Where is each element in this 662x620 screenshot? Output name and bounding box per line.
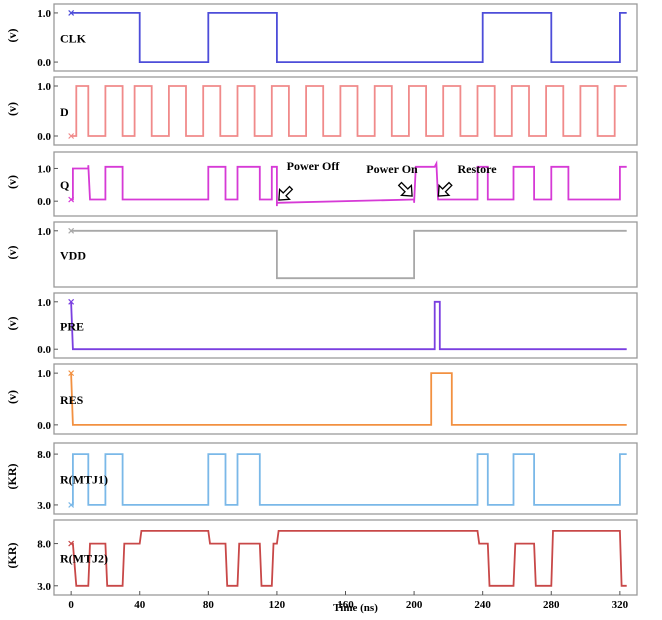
panel-pre: 1.0 0.0 (v) PRE — [5, 292, 638, 359]
start-marker — [68, 10, 75, 16]
y-unit-label: (v) — [5, 246, 19, 260]
x-tick-label: 120 — [269, 599, 286, 611]
y-tick-label: 0.0 — [37, 131, 51, 143]
annotation-restore: Restore — [457, 162, 497, 176]
y-unit-label: (v) — [5, 317, 19, 331]
waveform-q-segment-3 — [413, 160, 627, 203]
y-tick-label: 1.0 — [37, 226, 51, 238]
x-tick-label: 240 — [474, 599, 491, 611]
start-marker — [68, 298, 75, 305]
start-marker — [68, 227, 75, 234]
x-tick-label: 40 — [134, 599, 146, 611]
panel-frame-r-mtj2 — [53, 519, 638, 596]
waveform-d — [71, 85, 627, 137]
annotation-power-off: Power Off — [287, 159, 341, 173]
x-axis-label: Time (ns) — [333, 602, 378, 614]
x-tick-label: 320 — [612, 599, 629, 611]
signal-name-label: VDD — [60, 249, 86, 263]
x-tick-label: 280 — [543, 599, 560, 611]
waveform-vdd — [71, 229, 627, 280]
waveform-pre — [70, 300, 627, 351]
y-tick-label: 1.0 — [37, 297, 51, 309]
y-tick-label: 1.0 — [37, 8, 51, 20]
y-unit-label: (KR) — [5, 543, 19, 569]
waveform-r-mtj2 — [71, 530, 627, 587]
panel-frame-d — [53, 76, 638, 146]
panel-frame-clk — [53, 3, 638, 72]
y-tick-label: 0.0 — [37, 344, 51, 356]
y-tick-label: 1.0 — [37, 368, 51, 380]
waveform-r-mtj1 — [71, 453, 627, 506]
y-tick-label: 3.0 — [37, 581, 51, 593]
waveform-clk — [71, 11, 627, 63]
panel-clk: 1.0 0.0 (v) CLK — [5, 3, 638, 72]
annotation-power-on: Power On — [366, 162, 418, 176]
signal-name-label: CLK — [60, 32, 87, 46]
y-unit-label: (v) — [5, 175, 19, 189]
annotation-arrow-power-on — [397, 181, 413, 197]
x-tick-label: 0 — [68, 599, 74, 611]
signal-name-label: Q — [60, 178, 69, 192]
y-tick-label: 0.0 — [37, 196, 51, 208]
panel-frame-q — [53, 151, 638, 217]
panel-frame-res — [53, 363, 638, 435]
panel-r-mtj2: 8.0 3.0 (KR) R(MTJ2) — [5, 519, 638, 596]
panel-res: 1.0 0.0 (v) RES — [5, 363, 638, 435]
start-marker — [68, 133, 75, 139]
start-marker — [68, 196, 75, 203]
signal-name-label: RES — [60, 393, 84, 407]
x-tick-label: 80 — [203, 599, 215, 611]
signal-name-label: PRE — [60, 320, 84, 334]
panel-frame-pre — [53, 292, 638, 359]
signal-name-label: D — [60, 105, 69, 119]
panel-frame-vdd — [53, 221, 638, 288]
y-tick-label: 1.0 — [37, 81, 51, 93]
y-tick-label: 8.0 — [37, 449, 51, 461]
panel-vdd: 1.0 (v) VDD — [5, 221, 638, 288]
y-unit-label: (v) — [5, 29, 19, 43]
y-tick-label: 3.0 — [37, 500, 51, 512]
signal-name-label: R(MTJ1) — [60, 473, 108, 487]
waveform-q-segment-1 — [71, 165, 278, 207]
annotation-arrow-restore — [437, 181, 453, 197]
y-tick-label: 0.0 — [37, 420, 51, 432]
waveform-q-segment-2 — [276, 198, 415, 204]
y-unit-label: (v) — [5, 102, 19, 116]
y-tick-label: 0.0 — [37, 57, 51, 69]
y-unit-label: (v) — [5, 390, 19, 404]
annotation-arrow-power-off — [278, 185, 294, 201]
panel-q: 1.0 0.0 (v) Q — [5, 151, 638, 217]
x-tick-label: 160 — [337, 599, 354, 611]
waveform-res — [70, 372, 627, 426]
panel-r-mtj1: 8.0 3.0 (KR) R(MTJ1) — [5, 442, 638, 515]
start-marker — [68, 540, 75, 547]
y-unit-label: (KR) — [5, 464, 19, 490]
panel-frame-r-mtj1 — [53, 442, 638, 515]
signal-name-label: R(MTJ2) — [60, 552, 108, 566]
start-marker — [68, 370, 75, 377]
start-marker — [68, 502, 75, 508]
y-tick-label: 1.0 — [37, 163, 51, 175]
y-tick-label: 8.0 — [37, 539, 51, 551]
panel-d: 1.0 0.0 (v) D — [5, 76, 638, 146]
x-tick-label: 200 — [406, 599, 423, 611]
